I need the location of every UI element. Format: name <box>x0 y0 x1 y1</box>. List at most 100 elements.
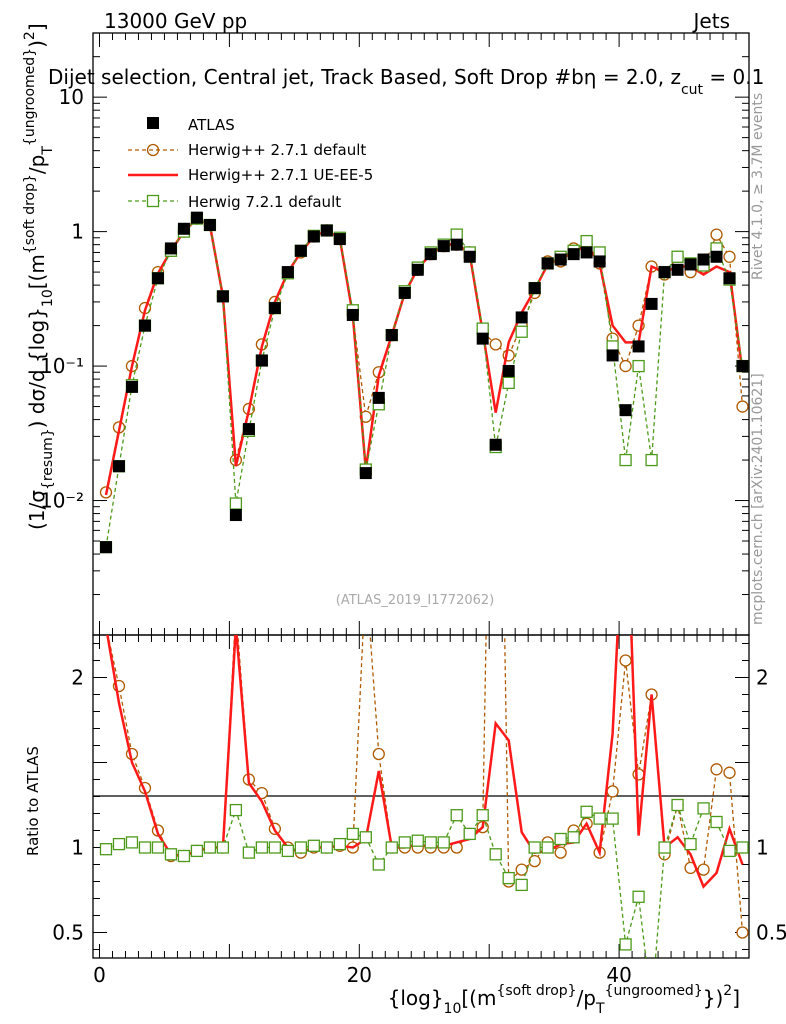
ratio-point-herwig7 <box>424 836 437 849</box>
atlas-data-point <box>242 423 255 436</box>
legend-label-atlas: ATLAS <box>188 116 235 134</box>
atlas-data-point <box>164 242 177 255</box>
ratio-point-herwig7 <box>268 841 282 854</box>
atlas-data-point <box>372 391 385 404</box>
ylab-s1: {resum} <box>40 428 56 490</box>
atlas-data-point <box>437 240 450 253</box>
atlas-data-point <box>203 218 216 231</box>
ratio-point-herwig7 <box>125 836 139 849</box>
ratio-point-herwigpp-default <box>230 604 241 615</box>
main-y-tick-label: 10 <box>59 85 84 109</box>
ylab-sup3: 2 <box>22 31 38 40</box>
ratio-y-tick-label-right: 2 <box>756 666 769 690</box>
ratio-point-herwig7 <box>242 846 256 859</box>
ratio-line-ueee5 <box>106 635 744 889</box>
ratio-point-herwig7 <box>476 809 489 822</box>
atlas-data-point <box>307 230 320 243</box>
atlas-data-point <box>333 233 346 246</box>
atlas-data-point <box>619 404 632 417</box>
ylab-s2: 10 <box>40 289 56 307</box>
ratio-point-herwig7 <box>502 871 515 885</box>
atlas-data-point <box>541 257 554 270</box>
atlas-data-point <box>489 438 502 451</box>
atlas-data-point <box>411 263 424 276</box>
atlas-data-point <box>593 255 606 268</box>
ratio-point-herwigpp-default <box>360 570 371 581</box>
ylab-p1: (1/σ <box>25 490 49 530</box>
main-point-herwig7 <box>502 376 515 390</box>
atlas-data-point <box>281 266 294 279</box>
atlas-data-point <box>723 272 736 285</box>
ratio-y-axis-label: Ratio to ATLAS <box>24 746 42 856</box>
x-tick-label: 20 <box>347 963 372 987</box>
legend: ATLAS Herwig++ 2.7.1 default Herwig++ 2.… <box>128 116 373 211</box>
atlas-data-point <box>567 248 580 261</box>
ratio-y-tick-label: 1 <box>71 836 84 860</box>
main-point-herwig7 <box>580 234 593 248</box>
ratio-point-herwig7 <box>229 803 243 817</box>
xlab-s2: T <box>595 1001 605 1017</box>
ylab-sup2: {ungroomed} <box>22 48 38 146</box>
ratio-point-herwig7 <box>450 809 463 822</box>
atlas-data-point <box>112 460 125 473</box>
ratio-point-herwig7 <box>320 841 333 854</box>
atlas-data-point <box>697 253 710 266</box>
xlab-p5: ] <box>732 986 740 1010</box>
ratio-point-herwigpp-default <box>632 768 645 781</box>
xlab-sup3: 2 <box>723 983 732 999</box>
ratio-point-herwig7 <box>567 831 580 844</box>
atlas-data-point <box>515 311 528 324</box>
atlas-data-point <box>398 286 411 299</box>
ratio-point-herwig7 <box>346 827 359 841</box>
ratio-point-herwig7 <box>489 848 502 861</box>
xlab-p3: /p <box>577 986 596 1010</box>
main-point-herwig7 <box>619 453 632 467</box>
ratio-point-herwig7 <box>398 836 411 849</box>
atlas-data-point <box>645 297 658 310</box>
main-point-herwig7 <box>476 322 489 335</box>
main-point-herwigpp-default <box>489 338 502 351</box>
mcplots-label: mcplots.cern.ch [arXiv:2401.10621] <box>750 373 766 625</box>
atlas-data-point <box>229 509 242 522</box>
ratio-point-herwig7 <box>372 858 385 871</box>
atlas-data-point <box>632 340 645 353</box>
ratio-point-herwig7 <box>697 802 710 815</box>
ratio-point-herwig7 <box>528 841 541 854</box>
ratio-point-herwig7 <box>671 798 684 812</box>
ylab-sup1: {soft drop} <box>22 174 38 254</box>
rivet-label: Rivet 4.1.0, ≥ 3.7M events <box>750 93 766 280</box>
ratio-y-tick-label-right: 0.5 <box>756 921 786 945</box>
legend-marker-atlas <box>147 117 159 129</box>
ratio-point-herwigpp-default <box>723 766 736 779</box>
xlab-sup2: {ungroomed} <box>605 983 703 999</box>
ylab-p3: [(m <box>25 254 49 289</box>
atlas-data-point <box>255 354 268 367</box>
ratio-point-herwigpp-default <box>710 763 723 776</box>
ratio-line-herwig7 <box>105 802 743 958</box>
ratio-point-herwig7 <box>151 841 165 854</box>
atlas-data-point <box>554 253 567 266</box>
plot-title-cut: cut <box>681 82 704 98</box>
main-y-axis-label: (1/σ{resum}) dσ/d {log}10[(m{soft drop}/… <box>22 23 56 530</box>
ratio-point-herwig7 <box>593 812 606 825</box>
main-point-herwig7 <box>671 250 684 263</box>
atlas-data-point <box>671 263 684 276</box>
x-tick-label: 0 <box>93 963 106 987</box>
atlas-data-point <box>450 238 463 251</box>
ratio-point-herwig7 <box>515 878 528 892</box>
atlas-data-point <box>658 266 671 279</box>
atlas-data-point <box>125 380 138 393</box>
ratio-point-herwig7 <box>190 844 204 858</box>
x-tick-label: 40 <box>606 963 631 987</box>
atlas-data-point <box>151 272 164 285</box>
atlas-data-point <box>710 250 723 263</box>
atlas-data-point <box>294 244 307 257</box>
ratio-point-herwig7 <box>411 834 424 847</box>
main-y-tick-label: 10⁻² <box>40 489 84 513</box>
ratio-point-herwig7 <box>138 841 152 854</box>
ratio-point-herwig7 <box>294 841 307 854</box>
legend-marker-herwig7 <box>146 194 160 208</box>
atlas-data-point <box>320 224 333 237</box>
ratio-point-herwig7 <box>437 836 450 849</box>
main-point-herwig7 <box>632 359 645 373</box>
